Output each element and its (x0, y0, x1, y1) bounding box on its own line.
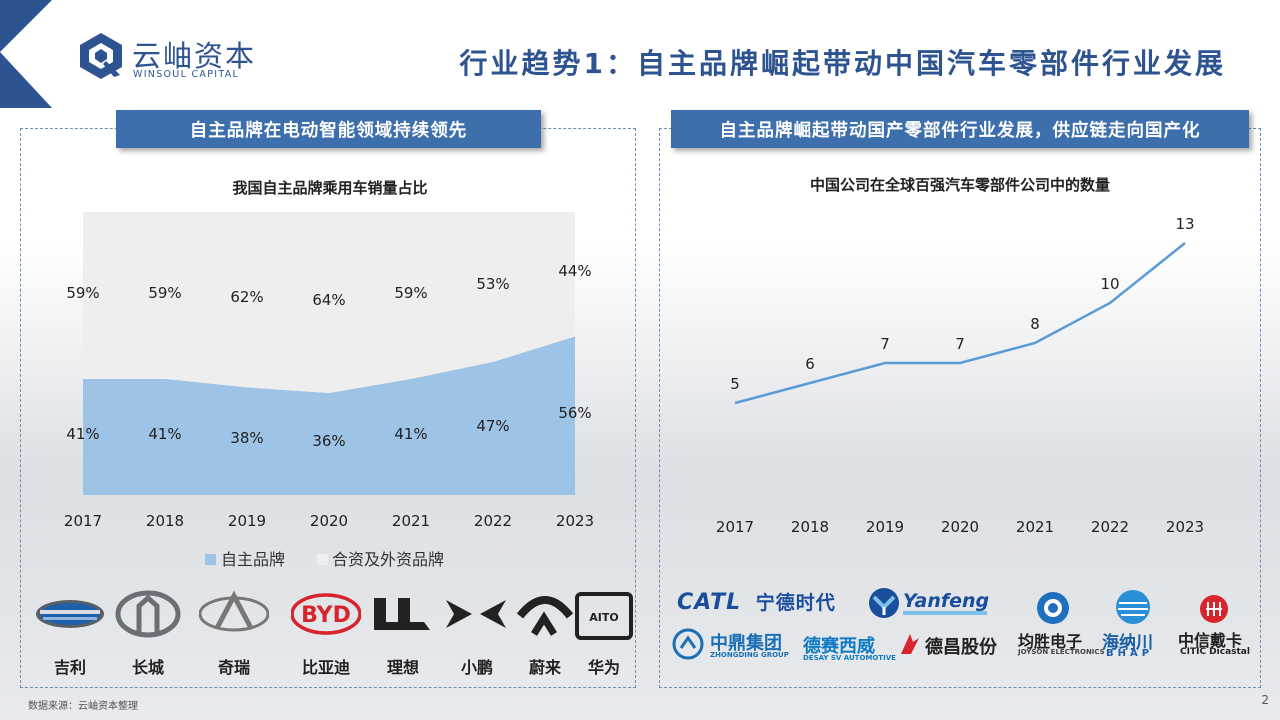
brand-name-label: 小鹏 (460, 658, 493, 677)
x-tick-label: 2021 (1016, 518, 1054, 536)
svg-text:AITO: AITO (589, 611, 618, 624)
top100-count-line-chart: 5 2017 6 2018 7 2019 7 2020 8 2021 10 2022 13 2023 (716, 215, 1204, 536)
x-tick-label: 2023 (1166, 518, 1204, 536)
citic-en: CITIC Dicastal (1180, 647, 1250, 657)
li-auto-logo (368, 590, 438, 644)
brand-name-label: 比亚迪 (301, 658, 350, 677)
own-share-label: 47% (476, 417, 509, 435)
logo-english-text: WINSOUL CAPITAL (133, 69, 240, 80)
brand-name-label: 蔚来 (528, 658, 561, 677)
catl-cn: 宁德时代 (755, 592, 836, 614)
catl-logo: CATL 宁德时代 (677, 588, 836, 615)
count-line-series (734, 242, 1186, 405)
x-tick-label: 2017 (64, 512, 102, 530)
x-tick-label: 2022 (1091, 518, 1129, 536)
nio-logo (510, 590, 580, 644)
svg-text:BYD: BYD (301, 603, 351, 628)
own-share-label: 41% (394, 425, 427, 443)
brand-name-label: 吉利 (53, 658, 86, 677)
page-title: 行业趋势1：自主品牌崛起带动中国汽车零部件行业发展 (459, 47, 1226, 80)
zhongding-en: ZHONGDING GROUP (710, 651, 789, 659)
own-share-label: 41% (66, 425, 99, 443)
page-number: 2 (1261, 693, 1269, 707)
corner-decoration (0, 0, 52, 52)
bhap-cn: 海纳川 (1102, 633, 1153, 653)
right-chart-title: 中国公司在全球百强汽车零部件公司中的数量 (809, 176, 1110, 194)
desay-en: DESAY SV AUTOMOTIVE (803, 654, 896, 662)
zhongding-emblem-icon (672, 628, 704, 660)
brand-name-label: 华为 (587, 658, 620, 677)
right-panel-banner: 自主品牌崛起带动国产零部件行业发展，供应链走向国产化 (671, 110, 1249, 148)
legend-swatch-foreign (317, 554, 328, 565)
zhongding-cn: 中鼎集团 (710, 633, 782, 654)
foreign-share-label: 59% (66, 284, 99, 302)
x-tick-label: 2020 (310, 512, 348, 530)
joyson-en: JOYSON ELECTRONICS (1018, 648, 1105, 656)
foreign-share-label: 44% (558, 262, 591, 280)
x-tick-label: 2020 (941, 518, 979, 536)
foreign-share-label: 59% (394, 284, 427, 302)
count-data-label: 5 (730, 375, 740, 393)
own-share-label: 56% (558, 404, 591, 422)
count-data-label: 13 (1175, 215, 1194, 233)
own-share-label: 41% (148, 425, 181, 443)
great-wall-logo (113, 590, 183, 644)
citic-cn: 中信戴卡 (1178, 631, 1243, 650)
bhap-en: BHAP (1106, 648, 1154, 659)
logo-chinese-text: 云岫资本 (132, 39, 257, 73)
foreign-brand-area (83, 212, 575, 394)
corner-decoration-lower (0, 52, 52, 108)
foreign-share-label: 62% (230, 288, 263, 306)
byd-logo: BYD (290, 590, 362, 644)
x-tick-label: 2021 (392, 512, 430, 530)
brand-share-area-chart: 59% 41% 2017 59% 41% 2018 62% 38% 2019 64% 36% 2020… (64, 212, 594, 569)
left-panel-banner: 自主品牌在电动智能领域持续领先 (116, 110, 541, 148)
desay-cn: 德赛西威 (803, 636, 875, 657)
brand-name-label: 理想 (386, 658, 419, 677)
dechang-cn: 德昌股份 (925, 637, 997, 658)
citic-emblem-icon (1200, 595, 1228, 623)
count-data-label: 10 (1100, 275, 1119, 293)
count-data-label: 7 (880, 335, 890, 353)
x-tick-label: 2018 (146, 512, 184, 530)
brand-name-label: 长城 (131, 658, 164, 677)
x-tick-label: 2022 (474, 512, 512, 530)
own-share-label: 36% (312, 432, 345, 450)
data-source-note: 数据来源：云岫资本整理 (28, 701, 138, 712)
count-data-label: 8 (1030, 315, 1040, 333)
foreign-share-label: 53% (476, 275, 509, 293)
x-tick-label: 2023 (556, 512, 594, 530)
legend-label-foreign: 合资及外资品牌 (332, 550, 444, 569)
foreign-share-label: 59% (148, 284, 181, 302)
own-share-label: 38% (230, 429, 263, 447)
xpeng-logo (442, 590, 512, 644)
catl-en: CATL (677, 590, 742, 615)
chart-legend: 自主品牌 合资及外资品牌 (205, 550, 444, 569)
count-data-label: 7 (955, 335, 965, 353)
winsoul-logo-icon (80, 33, 122, 79)
left-chart-title: 我国自主品牌乘用车销量占比 (232, 179, 428, 197)
count-data-label: 6 (805, 355, 815, 373)
geely-logo (35, 590, 105, 644)
bhap-emblem-icon (1116, 590, 1150, 624)
x-tick-label: 2018 (791, 518, 829, 536)
legend-swatch-own (205, 554, 216, 565)
legend-label-own: 自主品牌 (221, 550, 285, 569)
own-brand-area (83, 336, 575, 495)
x-tick-label: 2019 (228, 512, 266, 530)
yanfeng-emblem-icon (869, 588, 899, 618)
joyson-cn: 均胜电子 (1018, 632, 1083, 651)
dechang-emblem-icon (901, 634, 919, 654)
x-tick-label: 2017 (716, 518, 754, 536)
joyson-emblem-icon (1037, 592, 1069, 624)
brand-name-label: 奇瑞 (217, 658, 250, 677)
foreign-share-label: 64% (312, 291, 345, 309)
aito-logo: AITO (569, 590, 639, 644)
x-tick-label: 2019 (866, 518, 904, 536)
yanfeng-text: Yanfeng (903, 590, 990, 612)
chery-logo (198, 590, 270, 644)
